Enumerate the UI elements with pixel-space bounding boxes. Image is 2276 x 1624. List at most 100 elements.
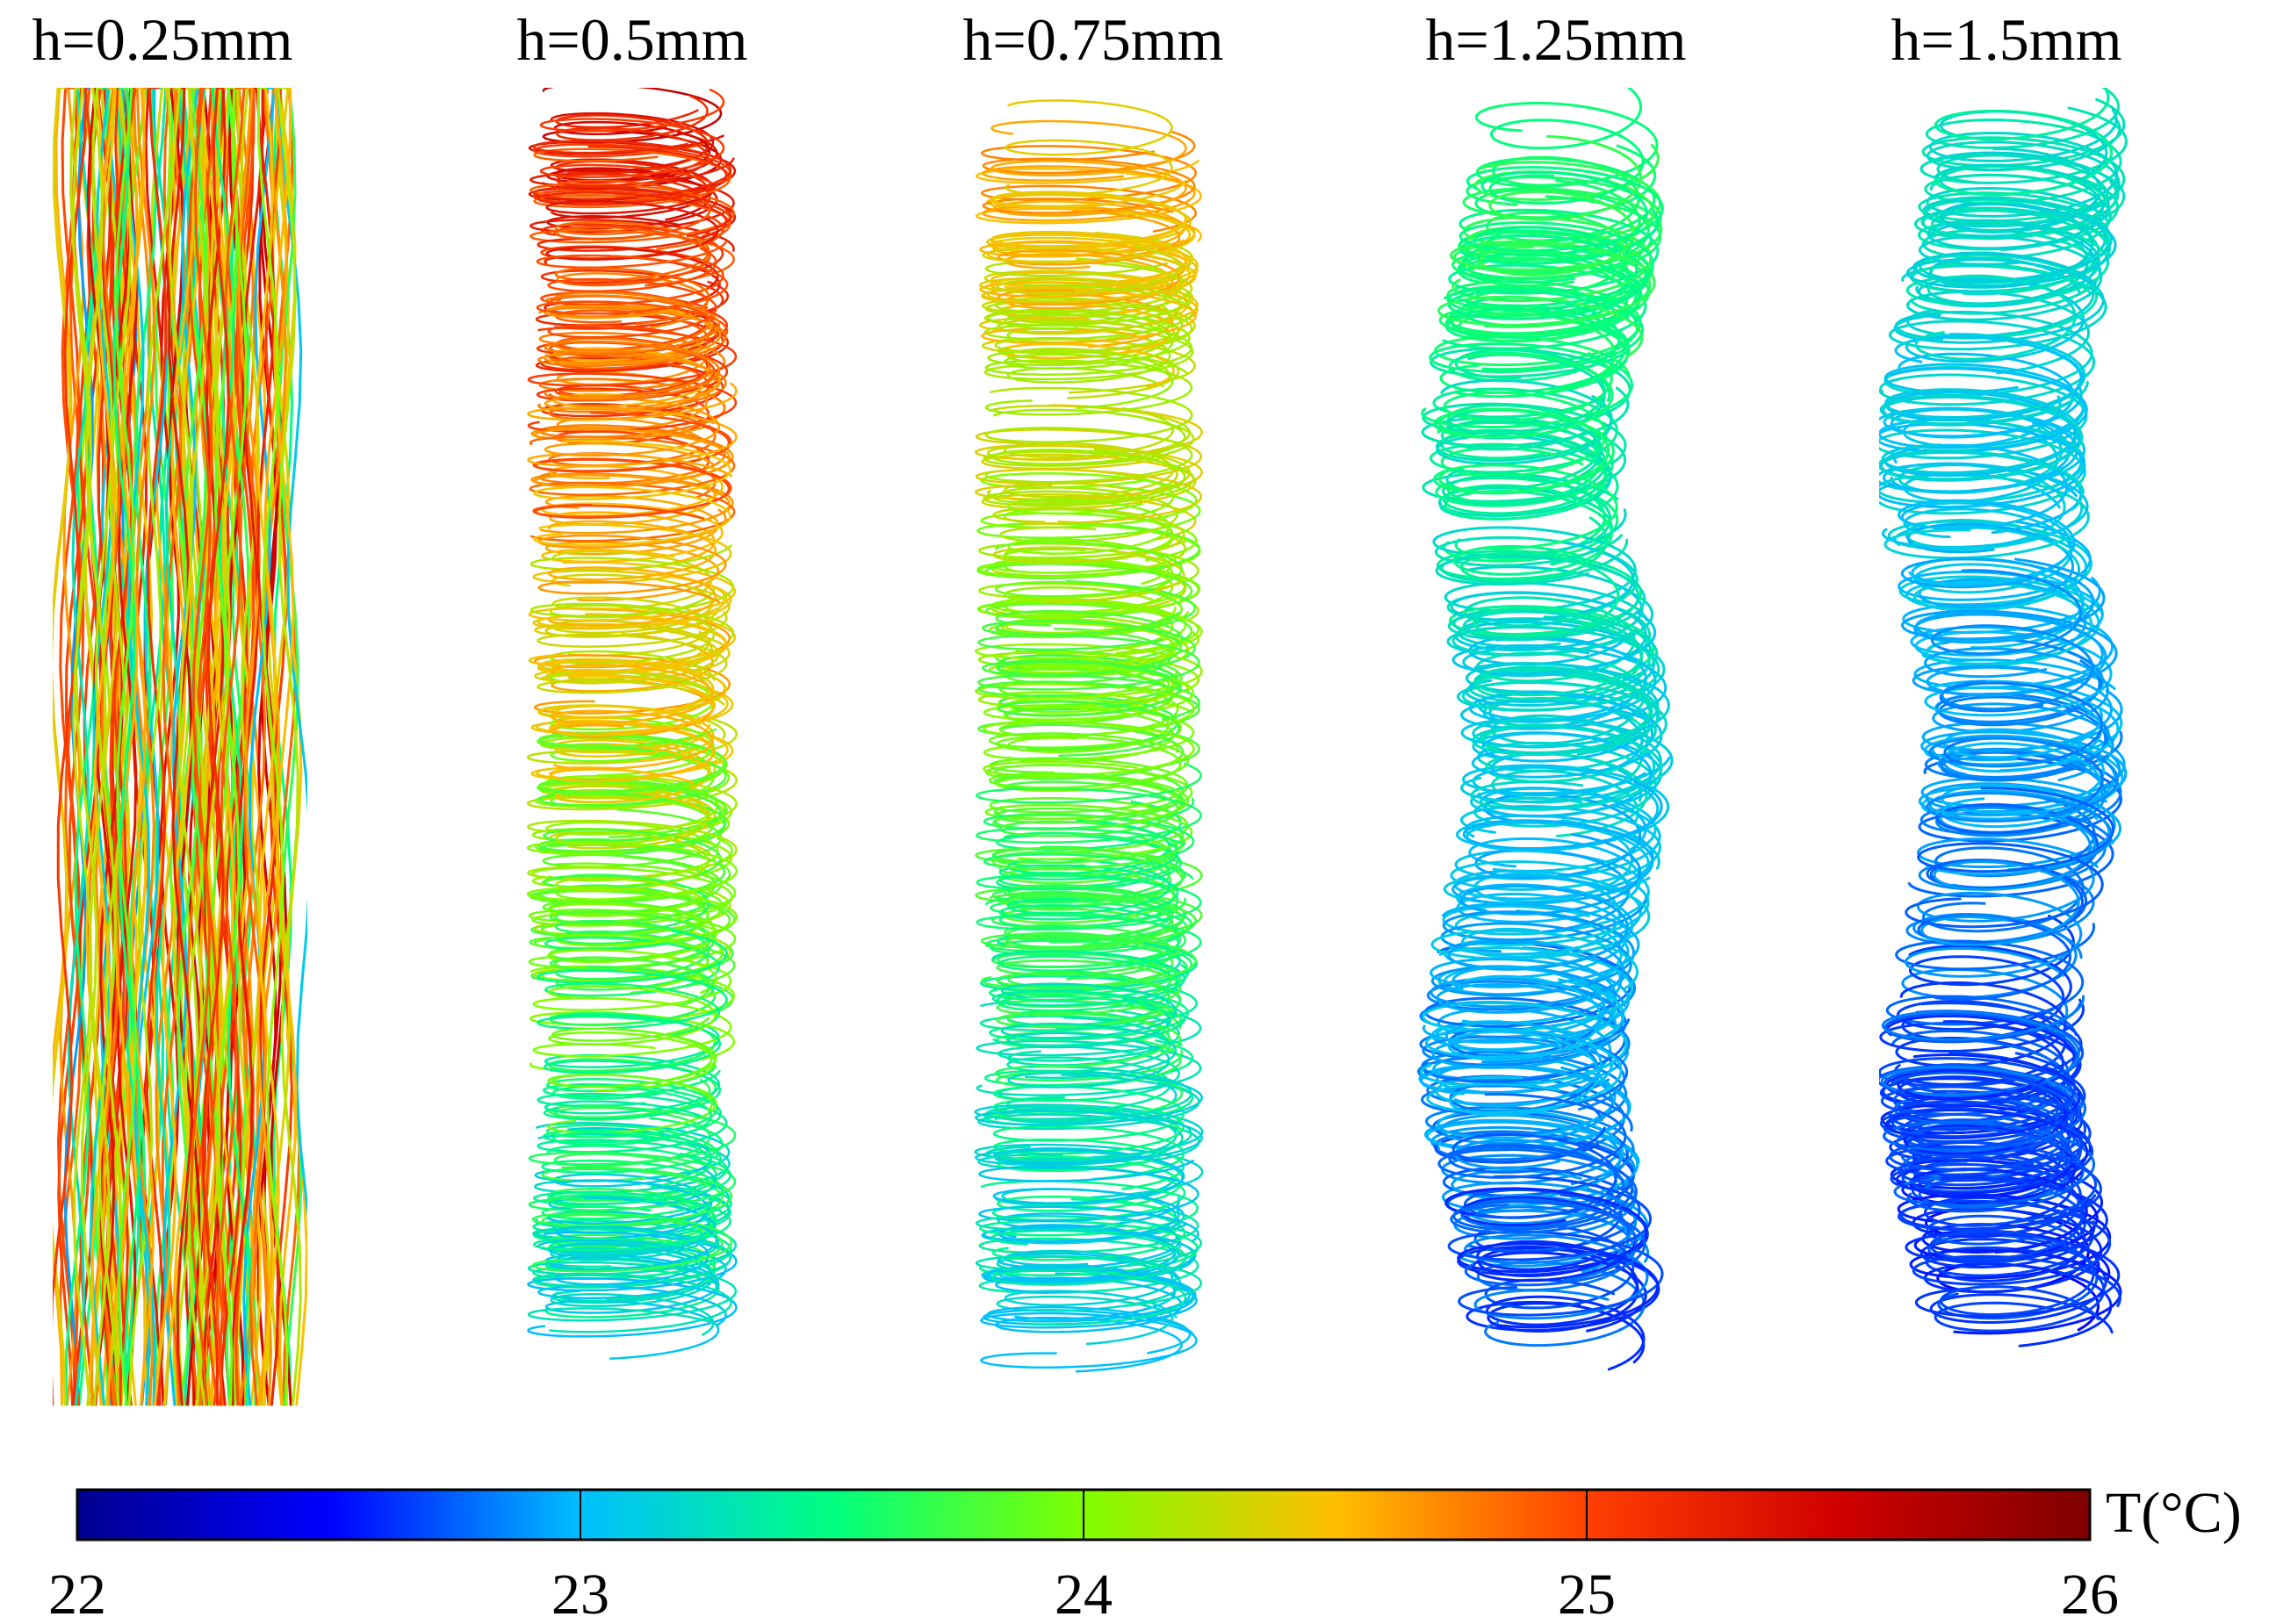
- streamline: [1891, 1071, 2085, 1213]
- streamline: [1476, 1205, 1646, 1347]
- streamline: [999, 448, 1178, 543]
- streamline: [1885, 923, 2096, 1037]
- streamline: [991, 408, 1186, 506]
- streamline: [984, 563, 1193, 657]
- streamline: [256, 88, 288, 1406]
- streamline: [978, 1160, 1199, 1242]
- streamline: [974, 607, 1203, 700]
- streamline: [982, 131, 1196, 214]
- streamline: [1444, 1187, 1660, 1329]
- streamline: [1880, 995, 2085, 1109]
- streamline: [546, 899, 718, 995]
- colorbar-tick-label: 24: [1055, 1563, 1113, 1624]
- streamline: [256, 88, 280, 1406]
- streamline: [114, 88, 137, 1406]
- streamline: [543, 305, 722, 404]
- streamline: [1490, 711, 1644, 824]
- streamline: [1900, 557, 2107, 690]
- streamline: [544, 371, 721, 466]
- streamline: [1466, 144, 1660, 257]
- streamline: [975, 428, 1203, 525]
- streamline: [1007, 818, 1170, 915]
- streamline: [553, 291, 711, 399]
- streamline: [531, 1226, 732, 1333]
- streamline: [145, 88, 168, 1406]
- streamline: [1912, 1207, 2113, 1347]
- streamline: [537, 611, 728, 706]
- streamline: [978, 238, 1199, 334]
- streamline: [256, 88, 289, 1406]
- streamline: [1883, 335, 2083, 478]
- panel-title-h075: h=0.75mm: [962, 6, 1223, 73]
- streamline: [230, 88, 264, 1406]
- streamline: [189, 88, 213, 1406]
- streamline: [1465, 662, 1662, 804]
- streamline: [990, 179, 1187, 262]
- streamline: [528, 1105, 737, 1212]
- streamline: [211, 88, 252, 1406]
- streamline: [1447, 974, 1603, 1117]
- streamline: [1421, 287, 1645, 429]
- streamline-panel-h125: [1416, 88, 1674, 1371]
- streamline: [550, 1241, 715, 1336]
- streamline: [990, 119, 1187, 217]
- streamline: [1456, 837, 1642, 979]
- streamline: [155, 88, 190, 1406]
- streamline: [1881, 333, 2086, 474]
- streamline: [1451, 625, 1667, 742]
- streamline: [277, 88, 303, 1406]
- streamline: [988, 732, 1190, 823]
- streamline: [983, 686, 1195, 778]
- streamline: [127, 88, 152, 1406]
- streamline: [1440, 1066, 1623, 1200]
- streamline: [977, 561, 1199, 655]
- streamline: [1468, 636, 1663, 779]
- streamline: [1418, 1050, 1640, 1164]
- streamline: [242, 88, 277, 1406]
- streamline: [532, 140, 732, 238]
- streamline: [1921, 791, 2096, 933]
- streamline: [239, 88, 262, 1406]
- streamline: [1929, 1207, 2100, 1321]
- streamline: [95, 88, 130, 1406]
- streamline: [1424, 978, 1625, 1114]
- streamline: [537, 508, 727, 604]
- streamline: [1883, 1002, 2082, 1117]
- streamline: [1003, 406, 1175, 499]
- panel-title-h025: h=0.25mm: [32, 6, 292, 73]
- streamline: [992, 1085, 1185, 1181]
- streamline: [84, 88, 111, 1406]
- streamline: [1922, 115, 2121, 229]
- streamline: [1440, 1149, 1650, 1263]
- streamline: [1891, 1052, 2082, 1194]
- streamline: [975, 404, 1203, 501]
- streamline: [134, 88, 156, 1406]
- streamline: [1430, 873, 1651, 990]
- streamline: [997, 245, 1181, 335]
- streamline: [53, 88, 72, 1406]
- streamline: [1479, 134, 1642, 277]
- streamline: [1437, 352, 1614, 494]
- streamline: [555, 803, 709, 898]
- streamline: [550, 664, 715, 771]
- streamline: [553, 909, 711, 1007]
- streamline: [1885, 1053, 2089, 1195]
- streamline: [549, 586, 716, 681]
- streamline: [533, 607, 731, 715]
- streamline: [1444, 966, 1606, 1108]
- streamline: [975, 160, 1203, 242]
- streamline: [1430, 893, 1648, 1007]
- streamline: [984, 764, 1193, 861]
- streamline: [277, 88, 302, 1406]
- streamline: [1004, 1249, 1174, 1346]
- streamline: [1474, 102, 1659, 243]
- streamline: [1422, 902, 1640, 1044]
- streamline: [985, 1065, 1192, 1162]
- streamline: [1920, 808, 2092, 946]
- colorbar-ticks: 22 23 24 25 26: [48, 1490, 2119, 1624]
- streamline: [543, 1013, 722, 1120]
- streamline: [90, 88, 116, 1406]
- streamline: [533, 440, 731, 547]
- streamline: [547, 520, 717, 627]
